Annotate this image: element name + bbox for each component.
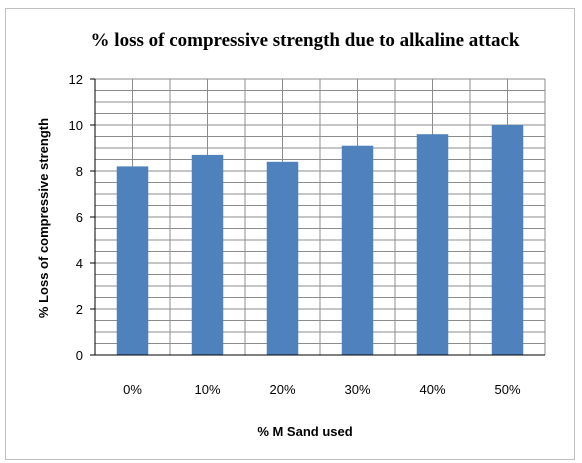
x-tick-label: 20% xyxy=(269,382,295,397)
x-tick-label: 40% xyxy=(419,382,445,397)
y-tick-label: 6 xyxy=(76,210,83,225)
bar-0pct xyxy=(116,166,149,355)
y-tick-label: 8 xyxy=(76,164,83,179)
y-tick-label: 4 xyxy=(76,256,83,271)
chart-title: % loss of compressive strength due to al… xyxy=(91,30,520,51)
y-axis-label: % Loss of compressive strength xyxy=(36,118,51,318)
axes xyxy=(90,78,545,356)
x-tick-label: 50% xyxy=(494,382,520,397)
y-tick-label: 10 xyxy=(69,118,83,133)
bar-40pct xyxy=(416,134,449,355)
x-axis-label: % M Sand used xyxy=(257,424,352,439)
x-tick-label: 10% xyxy=(194,382,220,397)
bar-30pct xyxy=(341,145,374,355)
bar-50pct xyxy=(491,125,524,355)
x-tick-label: 0% xyxy=(123,382,142,397)
y-tick-label: 0 xyxy=(76,348,83,363)
bar-20pct xyxy=(266,161,299,355)
gridlines xyxy=(94,78,546,356)
y-tick-labels: 0 2 4 6 8 10 12 xyxy=(69,72,83,363)
bar-10pct xyxy=(191,154,224,355)
y-tick-label: 12 xyxy=(69,72,83,87)
x-tick-labels: 0% 10% 20% 30% 40% 50% xyxy=(123,382,521,397)
y-tick-label: 2 xyxy=(76,302,83,317)
bars xyxy=(116,125,524,355)
x-tick-label: 30% xyxy=(344,382,370,397)
